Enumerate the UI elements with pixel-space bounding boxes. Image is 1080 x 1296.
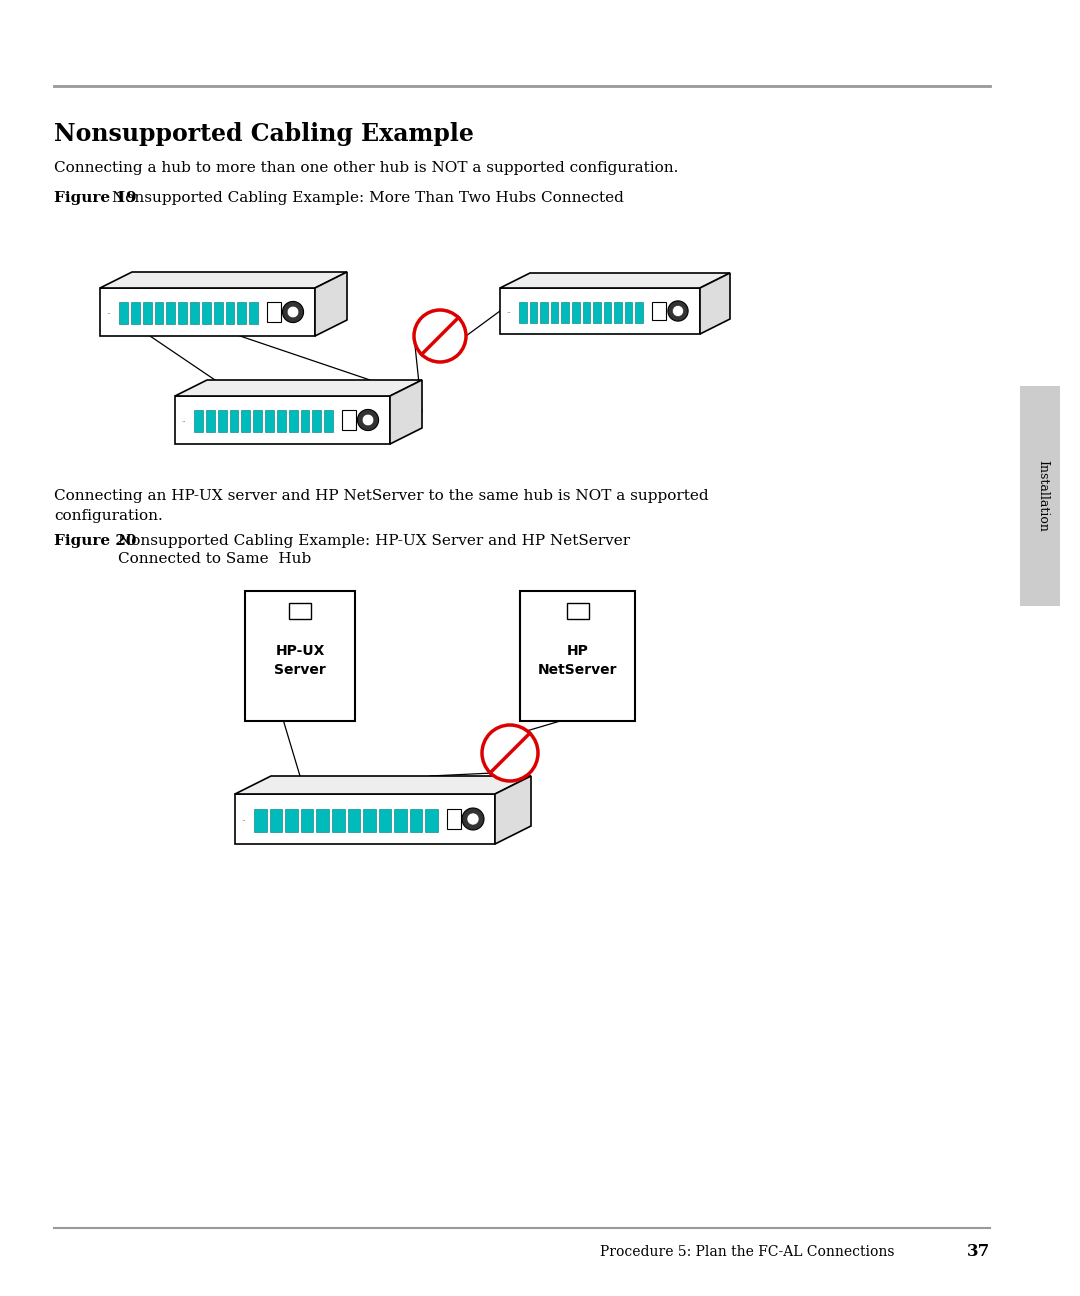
Polygon shape [519, 591, 635, 721]
Polygon shape [447, 809, 461, 829]
Polygon shape [363, 809, 376, 832]
Text: ..: .. [241, 816, 245, 822]
Polygon shape [270, 809, 282, 832]
Polygon shape [229, 411, 239, 432]
Polygon shape [235, 794, 495, 844]
Text: configuration.: configuration. [54, 509, 163, 524]
Polygon shape [249, 302, 258, 324]
Polygon shape [214, 302, 222, 324]
Circle shape [482, 724, 538, 781]
Polygon shape [202, 302, 211, 324]
Text: Procedure 5: Plan the FC-AL Connections: Procedure 5: Plan the FC-AL Connections [600, 1245, 894, 1258]
Polygon shape [119, 302, 127, 324]
Circle shape [414, 310, 465, 362]
Polygon shape [700, 273, 730, 334]
Polygon shape [288, 411, 297, 432]
Polygon shape [154, 302, 163, 324]
Polygon shape [500, 288, 700, 334]
Polygon shape [540, 302, 548, 323]
Text: HP-UX: HP-UX [275, 644, 325, 658]
Polygon shape [332, 809, 345, 832]
Polygon shape [390, 380, 422, 445]
Text: Connected to Same  Hub: Connected to Same Hub [118, 552, 311, 566]
Polygon shape [254, 809, 267, 832]
Polygon shape [495, 776, 531, 844]
Polygon shape [285, 809, 298, 832]
Polygon shape [567, 603, 589, 619]
Polygon shape [276, 411, 286, 432]
Polygon shape [238, 302, 246, 324]
Circle shape [287, 306, 299, 318]
Polygon shape [100, 288, 315, 336]
Text: HP: HP [567, 644, 589, 658]
Polygon shape [300, 411, 309, 432]
Polygon shape [342, 411, 356, 429]
Text: Connecting an HP-UX server and HP NetServer to the same hub is NOT a supported: Connecting an HP-UX server and HP NetSer… [54, 489, 708, 503]
Polygon shape [178, 302, 187, 324]
Polygon shape [593, 302, 600, 323]
Polygon shape [265, 411, 274, 432]
Polygon shape [289, 603, 311, 619]
Circle shape [283, 302, 303, 323]
Polygon shape [652, 302, 666, 320]
Polygon shape [551, 302, 558, 323]
Polygon shape [206, 411, 215, 432]
Polygon shape [175, 380, 422, 397]
Polygon shape [194, 411, 203, 432]
Polygon shape [604, 302, 611, 323]
Polygon shape [519, 302, 527, 323]
Text: ..: .. [106, 308, 110, 315]
Polygon shape [312, 411, 321, 432]
Polygon shape [426, 809, 438, 832]
Circle shape [362, 415, 374, 426]
Polygon shape [143, 302, 151, 324]
Text: Nonsupported Cabling Example: More Than Two Hubs Connected: Nonsupported Cabling Example: More Than … [112, 191, 624, 205]
Text: Figure 19: Figure 19 [54, 191, 137, 205]
Text: Figure 20: Figure 20 [54, 534, 136, 548]
Polygon shape [241, 411, 251, 432]
Text: Nonsupported Cabling Example: HP-UX Server and HP NetServer: Nonsupported Cabling Example: HP-UX Serv… [118, 534, 630, 548]
Polygon shape [562, 302, 569, 323]
Polygon shape [615, 302, 622, 323]
Text: 37: 37 [967, 1243, 990, 1261]
Text: Installation: Installation [1037, 460, 1050, 531]
Polygon shape [131, 302, 139, 324]
Polygon shape [218, 411, 227, 432]
Polygon shape [409, 809, 422, 832]
Polygon shape [582, 302, 590, 323]
Circle shape [667, 301, 688, 321]
Polygon shape [315, 272, 347, 336]
Polygon shape [379, 809, 391, 832]
Polygon shape [625, 302, 633, 323]
Polygon shape [267, 302, 281, 321]
Polygon shape [316, 809, 329, 832]
Text: ..: .. [181, 417, 186, 422]
Polygon shape [500, 273, 730, 288]
Polygon shape [300, 809, 313, 832]
Text: ..: .. [507, 308, 511, 314]
Polygon shape [1020, 386, 1059, 607]
Polygon shape [348, 809, 360, 832]
Polygon shape [253, 411, 262, 432]
Circle shape [357, 410, 379, 430]
Polygon shape [572, 302, 580, 323]
Text: NetServer: NetServer [538, 664, 618, 677]
Text: Connecting a hub to more than one other hub is NOT a supported configuration.: Connecting a hub to more than one other … [54, 161, 678, 175]
Polygon shape [175, 397, 390, 445]
Circle shape [467, 813, 480, 826]
Text: Nonsupported Cabling Example: Nonsupported Cabling Example [54, 122, 474, 146]
Circle shape [462, 807, 484, 829]
Polygon shape [166, 302, 175, 324]
Polygon shape [529, 302, 537, 323]
Polygon shape [245, 591, 355, 721]
Polygon shape [324, 411, 333, 432]
Text: Server: Server [274, 664, 326, 677]
Polygon shape [226, 302, 234, 324]
Circle shape [673, 306, 684, 316]
Polygon shape [100, 272, 347, 288]
Polygon shape [235, 776, 531, 794]
Polygon shape [394, 809, 407, 832]
Polygon shape [190, 302, 199, 324]
Polygon shape [635, 302, 643, 323]
